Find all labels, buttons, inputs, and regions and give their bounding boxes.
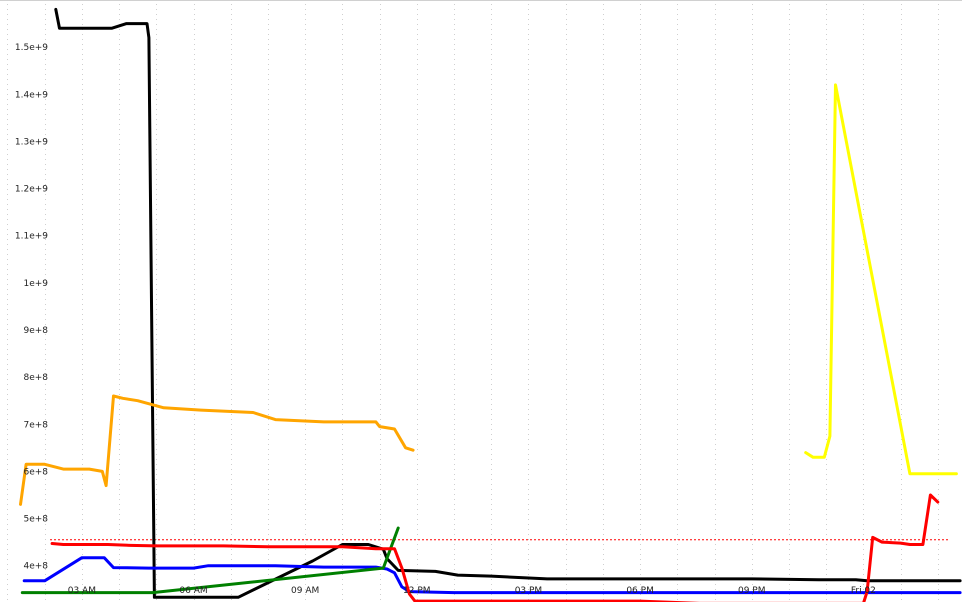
y-tick-label: 1.5e+9 [15, 43, 48, 53]
series-line-2 [19, 394, 415, 506]
y-tick-label: 8e+8 [23, 373, 48, 383]
series-group [19, 7, 962, 602]
series-line-4 [20, 526, 400, 595]
y-tick-label: 5e+8 [23, 515, 48, 525]
y-tick-label: 1.1e+9 [15, 232, 48, 242]
x-tick-label: 12 PM [403, 586, 431, 596]
x-tick-label: 09 PM [738, 586, 766, 596]
y-tick-label: 6e+8 [23, 467, 48, 477]
y-tick-label: 9e+8 [23, 326, 48, 336]
x-tick-label: 03 AM [68, 586, 96, 596]
x-tick-label: 09 AM [291, 586, 319, 596]
y-tick-label: 4e+8 [23, 562, 48, 572]
y-tick-label: 1e+9 [23, 279, 48, 289]
series-line-5 [50, 493, 940, 602]
x-tick-label: 03 PM [515, 586, 543, 596]
y-axis-tick-labels: 4e+8 5e+8 6e+8 7e+8 8e+8 9e+8 1e+9 1.1e+9 1.2e+9… [15, 43, 48, 572]
y-tick-label: 1.4e+9 [15, 90, 48, 100]
x-tick-label: Fri 02 [851, 586, 876, 596]
y-tick-label: 1.2e+9 [15, 185, 48, 195]
x-axis-tick-labels: 03 AM 06 AM 09 AM 12 PM 03 PM 06 PM 09 PM Fri 0… [68, 586, 876, 596]
series-line-6 [804, 83, 958, 476]
y-tick-label: 1.3e+9 [15, 137, 48, 147]
series-line-3 [22, 556, 962, 595]
y-tick-label: 7e+8 [23, 420, 48, 430]
x-tick-label: 06 AM [179, 586, 207, 596]
x-tick-label: 06 PM [626, 586, 654, 596]
